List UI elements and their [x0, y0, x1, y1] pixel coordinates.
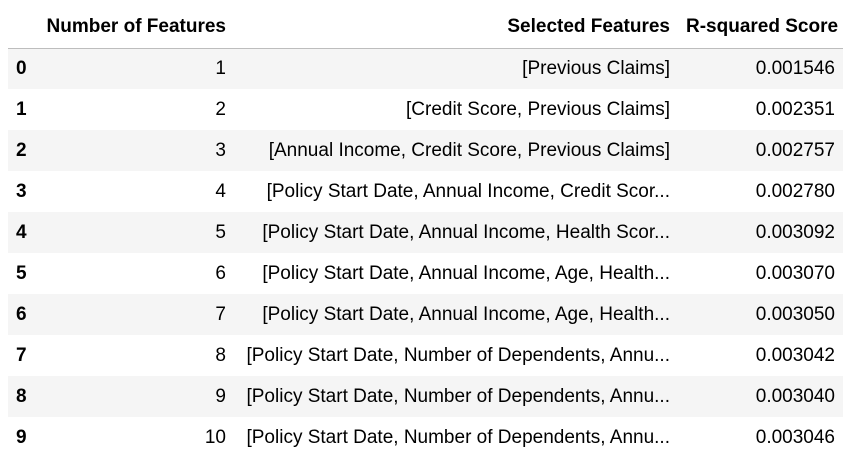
- row-index: 1: [16, 98, 27, 120]
- r2-cell: 0.003050: [755, 303, 835, 325]
- r2-cell: 0.003070: [755, 262, 835, 284]
- r2-cell: 0.003092: [755, 221, 835, 243]
- num-features-cell: 4: [215, 180, 226, 202]
- num-features-cell: 1: [215, 57, 226, 79]
- row-index: 7: [16, 344, 27, 366]
- r2-cell: 0.002757: [755, 139, 835, 161]
- row-index: 9: [16, 426, 27, 448]
- selected-features-cell: [Policy Start Date, Annual Income, Healt…: [262, 221, 670, 243]
- selected-features-cell: [Annual Income, Credit Score, Previous C…: [268, 139, 670, 161]
- row-index: 4: [16, 221, 27, 243]
- num-features-cell: 3: [215, 139, 226, 161]
- selected-features-cell: [Policy Start Date, Annual Income, Age, …: [262, 262, 670, 284]
- row-index: 3: [16, 180, 27, 202]
- row-index: 8: [16, 385, 27, 407]
- table-row: 2 3 [Annual Income, Credit Score, Previo…: [8, 130, 843, 171]
- selected-features-cell: [Policy Start Date, Annual Income, Age, …: [262, 303, 670, 325]
- table-row: 9 10 [Policy Start Date, Number of Depen…: [8, 417, 843, 458]
- table-row: 1 2 [Credit Score, Previous Claims] 0.00…: [8, 89, 843, 130]
- selected-features-cell: [Policy Start Date, Number of Dependents…: [246, 426, 670, 448]
- row-index: 0: [16, 57, 27, 79]
- table-row: 3 4 [Policy Start Date, Annual Income, C…: [8, 171, 843, 212]
- selected-features-cell: [Credit Score, Previous Claims]: [406, 98, 670, 120]
- selected-features-cell: [Policy Start Date, Number of Dependents…: [246, 344, 670, 366]
- table-row: 7 8 [Policy Start Date, Number of Depend…: [8, 335, 843, 376]
- r2-column-header: R-squared Score: [678, 7, 843, 49]
- row-index: 6: [16, 303, 27, 325]
- r2-cell: 0.003040: [755, 385, 835, 407]
- table-row: 4 5 [Policy Start Date, Annual Income, H…: [8, 212, 843, 253]
- selected-features-cell: [Policy Start Date, Number of Dependents…: [246, 385, 670, 407]
- num-features-cell: 10: [204, 426, 226, 448]
- row-index: 5: [16, 262, 27, 284]
- r2-cell: 0.001546: [755, 57, 835, 79]
- table-row: 0 1 [Previous Claims] 0.001546: [8, 48, 843, 89]
- selected-features-column-header: Selected Features: [234, 7, 678, 49]
- num-features-cell: 8: [215, 344, 226, 366]
- num-features-column-header: Number of Features: [38, 7, 234, 49]
- table-row: 8 9 [Policy Start Date, Number of Depend…: [8, 376, 843, 417]
- num-features-cell: 5: [215, 221, 226, 243]
- num-features-cell: 7: [215, 303, 226, 325]
- table-body: 0 1 [Previous Claims] 0.001546 1 2 [Cred…: [8, 48, 843, 458]
- r2-cell: 0.003042: [755, 344, 835, 366]
- r2-cell: 0.003046: [755, 426, 835, 448]
- table-header: Number of Features Selected Features R-s…: [8, 7, 843, 49]
- num-features-cell: 6: [215, 262, 226, 284]
- table-row: 5 6 [Policy Start Date, Annual Income, A…: [8, 253, 843, 294]
- row-index: 2: [16, 139, 27, 161]
- selected-features-cell: [Previous Claims]: [522, 57, 670, 79]
- r2-cell: 0.002780: [755, 180, 835, 202]
- selected-features-cell: [Policy Start Date, Annual Income, Credi…: [266, 180, 670, 202]
- num-features-cell: 9: [215, 385, 226, 407]
- results-table: Number of Features Selected Features R-s…: [8, 7, 843, 458]
- table-row: 6 7 [Policy Start Date, Annual Income, A…: [8, 294, 843, 335]
- header-row: Number of Features Selected Features R-s…: [8, 7, 843, 49]
- r2-cell: 0.002351: [755, 98, 835, 120]
- index-column-header: [8, 7, 38, 49]
- num-features-cell: 2: [215, 98, 226, 120]
